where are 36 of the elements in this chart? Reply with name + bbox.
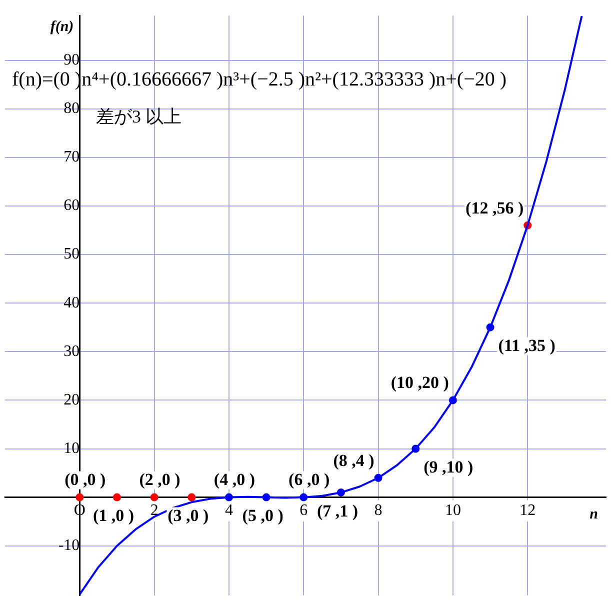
x-tick-label: 6 [300,502,308,520]
point [112,493,121,502]
annotation: (3 ,0 ) [168,506,209,526]
annotation: (4 ,0 ) [214,470,255,490]
x-tick-label: 2 [150,502,158,520]
y-tick-label: 60 [64,197,80,214]
y-tick-label: 70 [64,148,80,166]
y-axis-title: f(n) [50,18,74,35]
y-tick-label: -10 [58,537,80,554]
annotation: (6 ,0 ) [288,470,330,490]
y-tick-label: 40 [64,294,80,312]
y-tick-label: 50 [64,246,80,263]
annotation: (10 ,20 ) [390,373,449,392]
annotation: (7 ,1 ) [316,501,358,520]
x-tick-label: 4 [224,502,233,520]
annotation: 差が3 以上 [96,106,182,127]
x-axis-title: n [590,506,598,523]
annotation: (2 ,0 ) [139,470,180,490]
annotation: (9 ,10 ) [424,458,474,477]
annotation: (0 ,0 ) [64,470,106,490]
annotation: (5 ,0 ) [242,506,284,526]
y-tick-label: 10 [64,440,80,457]
annotation: (11 ,35 ) [498,336,556,356]
x-tick-label: 8 [374,502,382,520]
y-tick-label: 80 [64,100,80,118]
point [76,493,84,502]
point [188,493,196,502]
x-tick-label: 10 [444,502,461,520]
point [150,493,158,502]
x-tick-label: 12 [520,502,536,520]
annotation: (1 ,0 ) [92,506,134,526]
y-tick-label: 20 [64,391,80,408]
annotation: (12 ,56 ) [466,198,524,218]
y-tick-label: 90 [64,51,80,68]
y-tick-label: 30 [64,342,80,360]
annotation: (8 ,4 ) [333,450,374,470]
